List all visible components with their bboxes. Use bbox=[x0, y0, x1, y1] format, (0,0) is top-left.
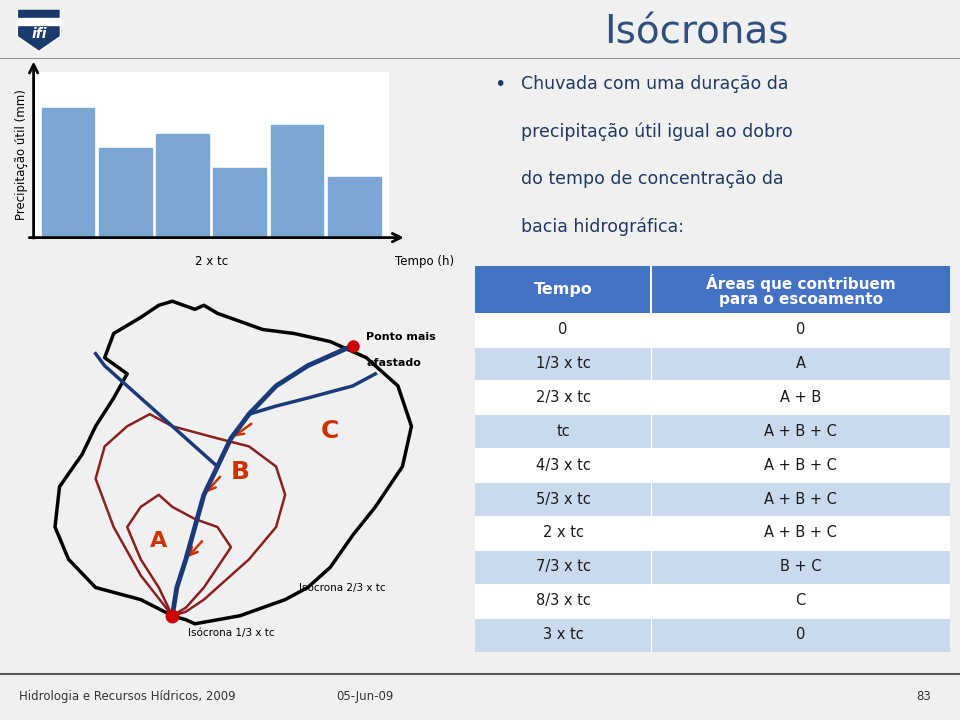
Text: ifi: ifi bbox=[31, 27, 47, 41]
Text: 2/3 x tc: 2/3 x tc bbox=[536, 390, 590, 405]
Text: •: • bbox=[493, 75, 505, 94]
Text: Isócronas: Isócronas bbox=[604, 14, 788, 51]
Text: Isócrona 1/3 x tc: Isócrona 1/3 x tc bbox=[187, 628, 275, 638]
Text: A: A bbox=[796, 356, 805, 371]
Bar bbox=[99, 148, 152, 238]
Text: 2 x tc: 2 x tc bbox=[542, 526, 584, 541]
Text: Tempo: Tempo bbox=[534, 282, 592, 297]
Bar bbox=[475, 516, 950, 550]
Bar bbox=[475, 346, 950, 380]
Text: C: C bbox=[321, 419, 340, 444]
Text: 0: 0 bbox=[796, 627, 805, 642]
Text: A + B + C: A + B + C bbox=[764, 492, 837, 507]
Text: A: A bbox=[150, 531, 167, 552]
Bar bbox=[475, 449, 950, 482]
Bar bbox=[475, 312, 950, 346]
Text: A + B + C: A + B + C bbox=[764, 424, 837, 438]
Text: 0: 0 bbox=[559, 322, 567, 337]
Polygon shape bbox=[17, 9, 60, 52]
Text: 7/3 x tc: 7/3 x tc bbox=[536, 559, 590, 575]
Text: Tempo (h): Tempo (h) bbox=[395, 255, 454, 268]
Text: B: B bbox=[230, 459, 250, 484]
Text: 2 x tc: 2 x tc bbox=[195, 255, 228, 268]
Bar bbox=[475, 482, 950, 516]
Text: Ponto mais: Ponto mais bbox=[367, 332, 436, 341]
Text: 5/3 x tc: 5/3 x tc bbox=[536, 492, 590, 507]
Bar bbox=[475, 618, 950, 652]
Bar bbox=[475, 380, 950, 414]
Bar bbox=[475, 414, 950, 449]
Text: 4/3 x tc: 4/3 x tc bbox=[536, 458, 590, 472]
Text: 05-Jun-09: 05-Jun-09 bbox=[336, 690, 394, 703]
Text: 0: 0 bbox=[796, 322, 805, 337]
Text: afastado: afastado bbox=[367, 358, 421, 368]
Text: tc: tc bbox=[556, 424, 570, 438]
Text: bacia hidrográfica:: bacia hidrográfica: bbox=[521, 217, 684, 236]
Bar bbox=[271, 125, 324, 238]
Text: Hidrologia e Recursos Hídricos, 2009: Hidrologia e Recursos Hídricos, 2009 bbox=[19, 690, 236, 703]
Text: Isócrona 2/3 x tc: Isócrona 2/3 x tc bbox=[299, 582, 385, 593]
Bar bbox=[41, 108, 94, 238]
Polygon shape bbox=[17, 18, 60, 25]
Text: Chuvada com uma duração da: Chuvada com uma duração da bbox=[521, 75, 789, 93]
Text: A + B + C: A + B + C bbox=[764, 458, 837, 472]
Bar bbox=[213, 168, 266, 238]
Text: A + B + C: A + B + C bbox=[764, 526, 837, 541]
Text: precipitação útil igual ao dobro: precipitação útil igual ao dobro bbox=[521, 122, 793, 141]
Text: Áreas que contribuem: Áreas que contribuem bbox=[706, 274, 896, 292]
Text: B + C: B + C bbox=[780, 559, 822, 575]
Text: para o escoamento: para o escoamento bbox=[719, 292, 882, 307]
Text: 1/3 x tc: 1/3 x tc bbox=[536, 356, 590, 371]
Text: 8/3 x tc: 8/3 x tc bbox=[536, 593, 590, 608]
Bar bbox=[156, 134, 209, 238]
Text: do tempo de concentração da: do tempo de concentração da bbox=[521, 170, 784, 188]
Text: 83: 83 bbox=[917, 690, 931, 703]
Bar bbox=[475, 266, 950, 312]
Bar bbox=[328, 177, 381, 238]
Text: A + B: A + B bbox=[780, 390, 822, 405]
Y-axis label: Precipitação útil (mm): Precipitação útil (mm) bbox=[15, 89, 28, 220]
Bar bbox=[475, 550, 950, 584]
Text: 3 x tc: 3 x tc bbox=[542, 627, 584, 642]
Bar bbox=[475, 584, 950, 618]
Text: C: C bbox=[796, 593, 805, 608]
